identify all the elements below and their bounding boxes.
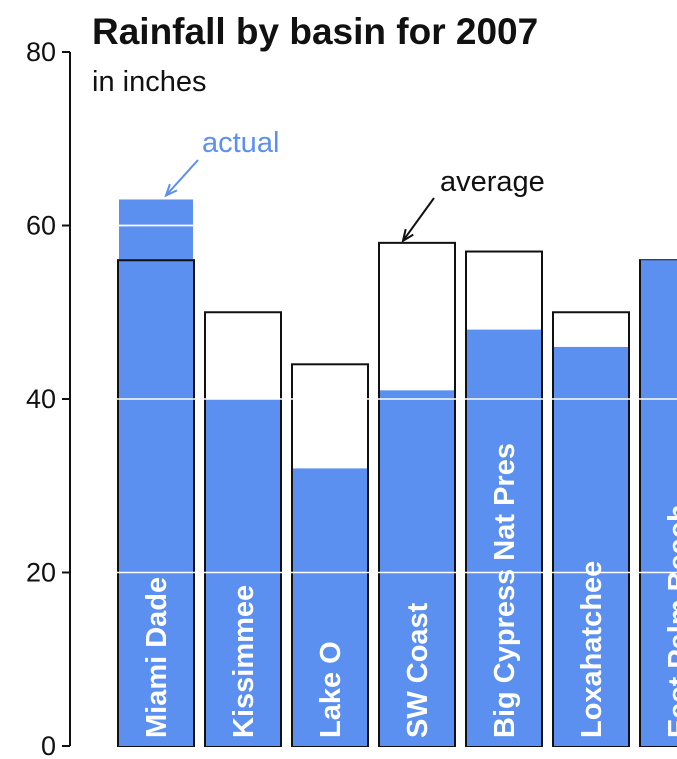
y-axis: 0 20 40 60 80: [26, 37, 71, 759]
annotation-average: average: [440, 166, 545, 198]
category-label-sw-coast: SW Coast: [402, 602, 434, 738]
actual-bar-east-palm-beach: [641, 260, 677, 746]
actual-bar-miami-dade: [119, 199, 193, 747]
actual-bar-lake-o: [293, 468, 367, 746]
y-tick-label-40: 40: [26, 384, 56, 414]
grid-layer: [70, 224, 677, 574]
annotation-actual: actual: [202, 127, 279, 159]
actual-bar-sw-coast: [380, 390, 454, 746]
annotation-average-arrowhead: [401, 228, 414, 243]
y-tick-label-0: 0: [41, 731, 56, 759]
category-label-loxahatchee: Loxahatchee: [576, 561, 608, 738]
annotation-average-arrow: [402, 197, 435, 242]
chart-title: Rainfall by basin for 2007: [92, 11, 538, 52]
bar-labels-layer: Miami Dade Kissimmee Lake O SW Coast Big Cyp…: [141, 443, 677, 738]
category-label-lake-o: Lake O: [315, 641, 347, 738]
annotation-actual-arrow: [165, 159, 199, 197]
category-label-miami-dade: Miami Dade: [141, 577, 173, 738]
bars-layer: [117, 199, 677, 747]
actual-bar-loxahatchee: [554, 346, 628, 746]
category-label-kissimmee: Kissimmee: [228, 585, 260, 738]
y-tick-label-60: 60: [26, 211, 56, 241]
y-tick-label-80: 80: [26, 37, 56, 67]
annotation-actual-arrowhead: [164, 183, 178, 198]
y-tick-label-20: 20: [26, 558, 56, 588]
category-label-east-palm-beach: East Palm Beach: [663, 504, 677, 738]
chart-subtitle: in inches: [92, 66, 206, 98]
category-label-big-cypress-nat-pres: Big Cypress Nat Pres: [489, 443, 521, 738]
annotations-layer: actual average: [164, 127, 545, 243]
